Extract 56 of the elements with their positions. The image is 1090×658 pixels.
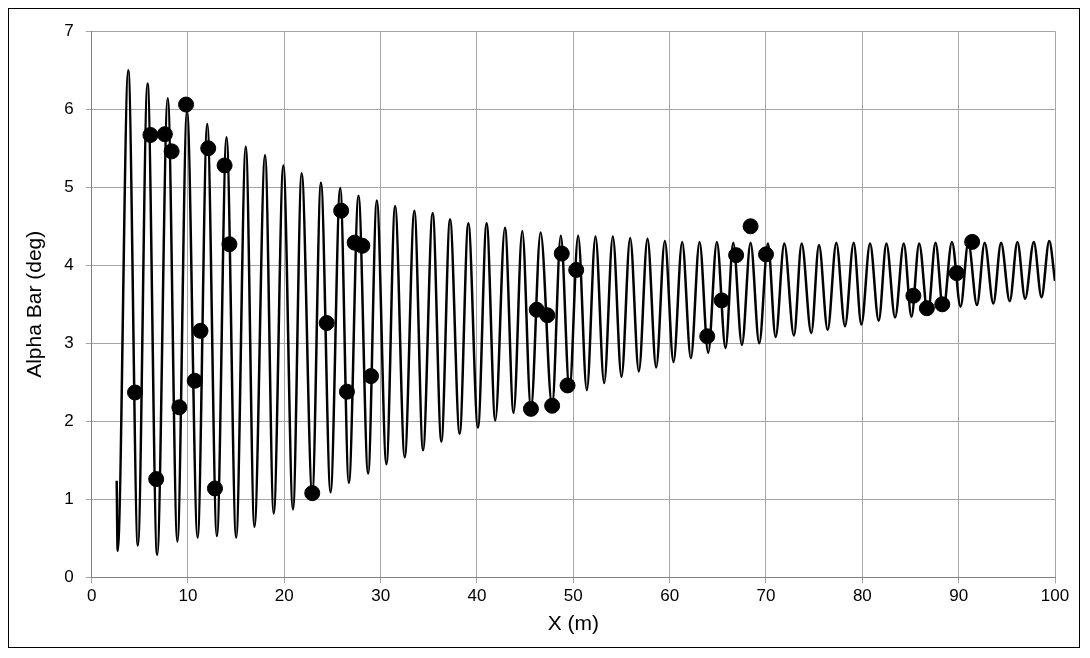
point bbox=[522, 400, 539, 417]
point bbox=[964, 233, 981, 250]
y-tick-label: 6 bbox=[64, 98, 74, 118]
point bbox=[200, 140, 217, 157]
point bbox=[163, 143, 180, 160]
x-tick-label: 40 bbox=[467, 586, 487, 606]
point bbox=[948, 265, 965, 282]
point bbox=[333, 202, 350, 219]
point bbox=[216, 157, 233, 174]
y-tick-label: 1 bbox=[64, 489, 74, 509]
y-tick-label: 4 bbox=[64, 254, 74, 274]
y-tick-label: 5 bbox=[64, 176, 74, 196]
point bbox=[905, 287, 922, 304]
point bbox=[192, 322, 209, 339]
point bbox=[559, 377, 576, 394]
point bbox=[142, 126, 159, 143]
point bbox=[221, 236, 238, 253]
x-tick-label: 50 bbox=[563, 586, 583, 606]
x-tick-label: 90 bbox=[949, 586, 969, 606]
x-tick-label: 60 bbox=[660, 586, 680, 606]
point bbox=[156, 126, 173, 143]
x-tick-label: 30 bbox=[371, 586, 391, 606]
point bbox=[934, 296, 951, 313]
point bbox=[539, 307, 556, 324]
x-tick-label: 20 bbox=[274, 586, 294, 606]
x-tick-label: 70 bbox=[756, 586, 776, 606]
point bbox=[127, 384, 144, 401]
point bbox=[699, 328, 716, 345]
point bbox=[742, 218, 759, 235]
point bbox=[918, 300, 935, 317]
point bbox=[338, 383, 355, 400]
x-tick-label: 10 bbox=[178, 586, 198, 606]
point bbox=[318, 315, 335, 332]
line-series bbox=[115, 68, 1055, 557]
point bbox=[171, 399, 188, 416]
x-axis-title: X (m) bbox=[547, 611, 599, 635]
x-tick-label: 0 bbox=[86, 586, 97, 606]
point bbox=[178, 96, 195, 113]
point bbox=[148, 471, 165, 488]
point bbox=[544, 397, 561, 414]
y-tick-label: 7 bbox=[64, 20, 74, 40]
y-tick-label: 3 bbox=[64, 333, 74, 352]
point bbox=[206, 480, 223, 497]
point bbox=[186, 372, 203, 389]
x-tick-label: 100 bbox=[1040, 586, 1070, 606]
point bbox=[568, 261, 585, 278]
x-tick-label: 80 bbox=[852, 586, 872, 606]
point bbox=[553, 245, 570, 262]
point bbox=[713, 292, 730, 309]
point bbox=[304, 485, 321, 502]
point bbox=[363, 368, 380, 385]
y-tick-label: 2 bbox=[64, 411, 74, 431]
y-tick-label: 0 bbox=[64, 567, 74, 587]
point bbox=[728, 247, 745, 264]
point bbox=[758, 246, 774, 263]
y-axis-title: Alpha Bar (deg) bbox=[22, 230, 46, 378]
